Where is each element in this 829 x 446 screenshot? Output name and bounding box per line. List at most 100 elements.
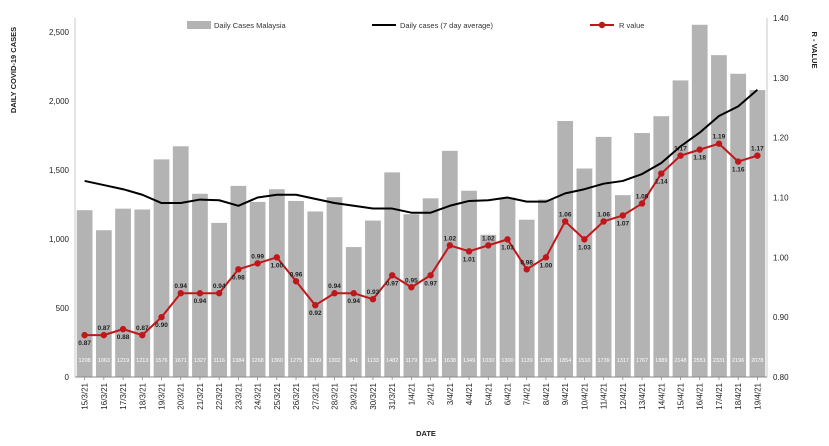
x-tick-label: 11/4/21 xyxy=(600,382,609,409)
bar-value-label: 2196 xyxy=(732,358,744,364)
bar xyxy=(345,247,362,377)
x-tick-label: 8/4/21 xyxy=(542,382,551,405)
x-tick-label: 7/4/21 xyxy=(523,382,532,405)
bar-value-label: 1179 xyxy=(405,358,417,364)
x-tick-label: 3/4/21 xyxy=(446,382,455,405)
x-tick-label: 16/3/21 xyxy=(100,382,109,409)
bar xyxy=(230,185,247,377)
r-value-label: 1.02 xyxy=(482,235,495,242)
r-value-point xyxy=(561,218,569,225)
bar-value-label: 1275 xyxy=(290,358,302,364)
r-value-point xyxy=(177,290,184,297)
x-tick-label: 12/4/21 xyxy=(619,382,628,409)
r-value-point xyxy=(312,302,319,309)
line-path-r-value xyxy=(84,142,758,337)
legend-marker-r-value xyxy=(598,21,606,29)
y-axis-title: DAILY COVID-19 CASES xyxy=(9,27,18,113)
bar-value-label: 1360 xyxy=(271,358,283,364)
bar-value-label: 1268 xyxy=(251,358,263,364)
r-value-point xyxy=(600,218,607,225)
x-axis-title: DATE xyxy=(416,429,436,438)
axes xyxy=(74,18,768,378)
r-value-point xyxy=(523,266,530,273)
r-value-label: 1.07 xyxy=(617,220,630,227)
y2-tick-label: 1.30 xyxy=(773,74,789,83)
r-value-label: 0.97 xyxy=(386,280,399,287)
bar-value-label: 2551 xyxy=(694,358,706,364)
x-tick-label: 15/3/21 xyxy=(81,382,90,409)
bar-value-label: 1133 xyxy=(367,358,379,364)
x-tick-label: 16/4/21 xyxy=(696,382,705,409)
bar-value-label: 1030 xyxy=(482,358,494,364)
r-value-point xyxy=(119,325,127,333)
r-value-point xyxy=(754,152,761,159)
bar-value-label: 1510 xyxy=(578,358,590,364)
y-left-tick-labels: 0 500 1,000 1,500 2,000 2,500 xyxy=(49,28,70,382)
r-value-label: 1.06 xyxy=(559,211,572,218)
x-tick-label: 28/3/21 xyxy=(331,382,340,409)
bar-value-label: 1317 xyxy=(617,358,629,364)
bar-value-label: 1116 xyxy=(213,358,224,364)
x-tick-label: 14/4/21 xyxy=(657,382,666,409)
r-value-point xyxy=(235,266,242,273)
bar xyxy=(192,193,208,377)
bar-value-label: 1576 xyxy=(155,358,167,364)
bar-value-label: 1889 xyxy=(655,358,667,364)
x-tick-labels: 15/3/21 16/3/21 17/3/21 18/3/21 19/3/21 20/3/… xyxy=(81,377,762,410)
bar xyxy=(249,201,266,377)
r-value-label: 1.18 xyxy=(693,155,706,162)
bar-value-label: 2148 xyxy=(674,358,686,364)
r-value-point xyxy=(581,236,588,243)
r-value-label: 1.16 xyxy=(732,167,745,174)
r-value-point xyxy=(369,296,377,303)
r-value-label: 1.03 xyxy=(578,244,591,251)
bar-value-label: 1854 xyxy=(559,358,571,364)
line-path-7day-average xyxy=(84,89,759,214)
x-tick-label: 27/3/21 xyxy=(311,382,320,409)
bar-value-label: 2078 xyxy=(751,358,763,364)
x-tick-label: 5/4/21 xyxy=(484,382,493,405)
bar xyxy=(422,198,439,377)
r-value-label: 0.94 xyxy=(174,283,187,290)
r-value-label: 1.02 xyxy=(444,235,457,242)
bar-value-label: 1285 xyxy=(540,358,552,364)
bar xyxy=(691,24,708,378)
r-value-point xyxy=(331,290,338,297)
x-tick-label: 23/3/21 xyxy=(234,382,243,409)
r-value-point xyxy=(658,170,665,177)
r-value-label: 1.00 xyxy=(540,262,553,269)
r-value-label: 0.94 xyxy=(328,283,341,290)
bar-value-label: 1300 xyxy=(501,358,513,364)
y-tick-label: 2,000 xyxy=(49,97,70,106)
y-tick-label: 0 xyxy=(65,373,70,382)
x-tick-label: 25/3/21 xyxy=(273,382,282,409)
r-value-point xyxy=(81,331,88,339)
bar xyxy=(538,199,554,377)
line-series-7day-average xyxy=(84,89,759,214)
r-value-point xyxy=(427,272,434,279)
bar xyxy=(95,230,112,377)
r-value-point xyxy=(485,242,492,249)
y2-tick-label: 0.80 xyxy=(773,373,789,382)
r-value-label: 0.97 xyxy=(424,280,437,287)
r-value-label: 0.90 xyxy=(155,322,168,329)
bar xyxy=(115,208,131,377)
r-value-point xyxy=(696,146,703,153)
bar xyxy=(749,90,766,377)
x-tick-label: 26/3/21 xyxy=(292,382,301,409)
x-tick-label: 15/4/21 xyxy=(677,382,686,409)
bar xyxy=(576,168,593,377)
bar-value-label: 1208 xyxy=(78,358,90,364)
r-value-label: 0.94 xyxy=(194,298,207,305)
bar xyxy=(614,195,631,377)
r-value-point xyxy=(677,152,684,159)
x-tick-label: 1/4/21 xyxy=(407,382,416,405)
bar xyxy=(672,80,689,377)
r-value-point xyxy=(254,260,261,267)
y-tick-label: 500 xyxy=(56,304,70,313)
bar xyxy=(653,116,670,378)
x-tick-label: 21/3/21 xyxy=(196,382,205,409)
r-value-data-labels: 0.87 0.87 0.88 0.87 0.90 0.94 0.94 0.94 0.98 0.99… xyxy=(78,134,764,347)
r-value-point xyxy=(619,212,627,219)
r-value-label: 0.95 xyxy=(405,277,418,284)
